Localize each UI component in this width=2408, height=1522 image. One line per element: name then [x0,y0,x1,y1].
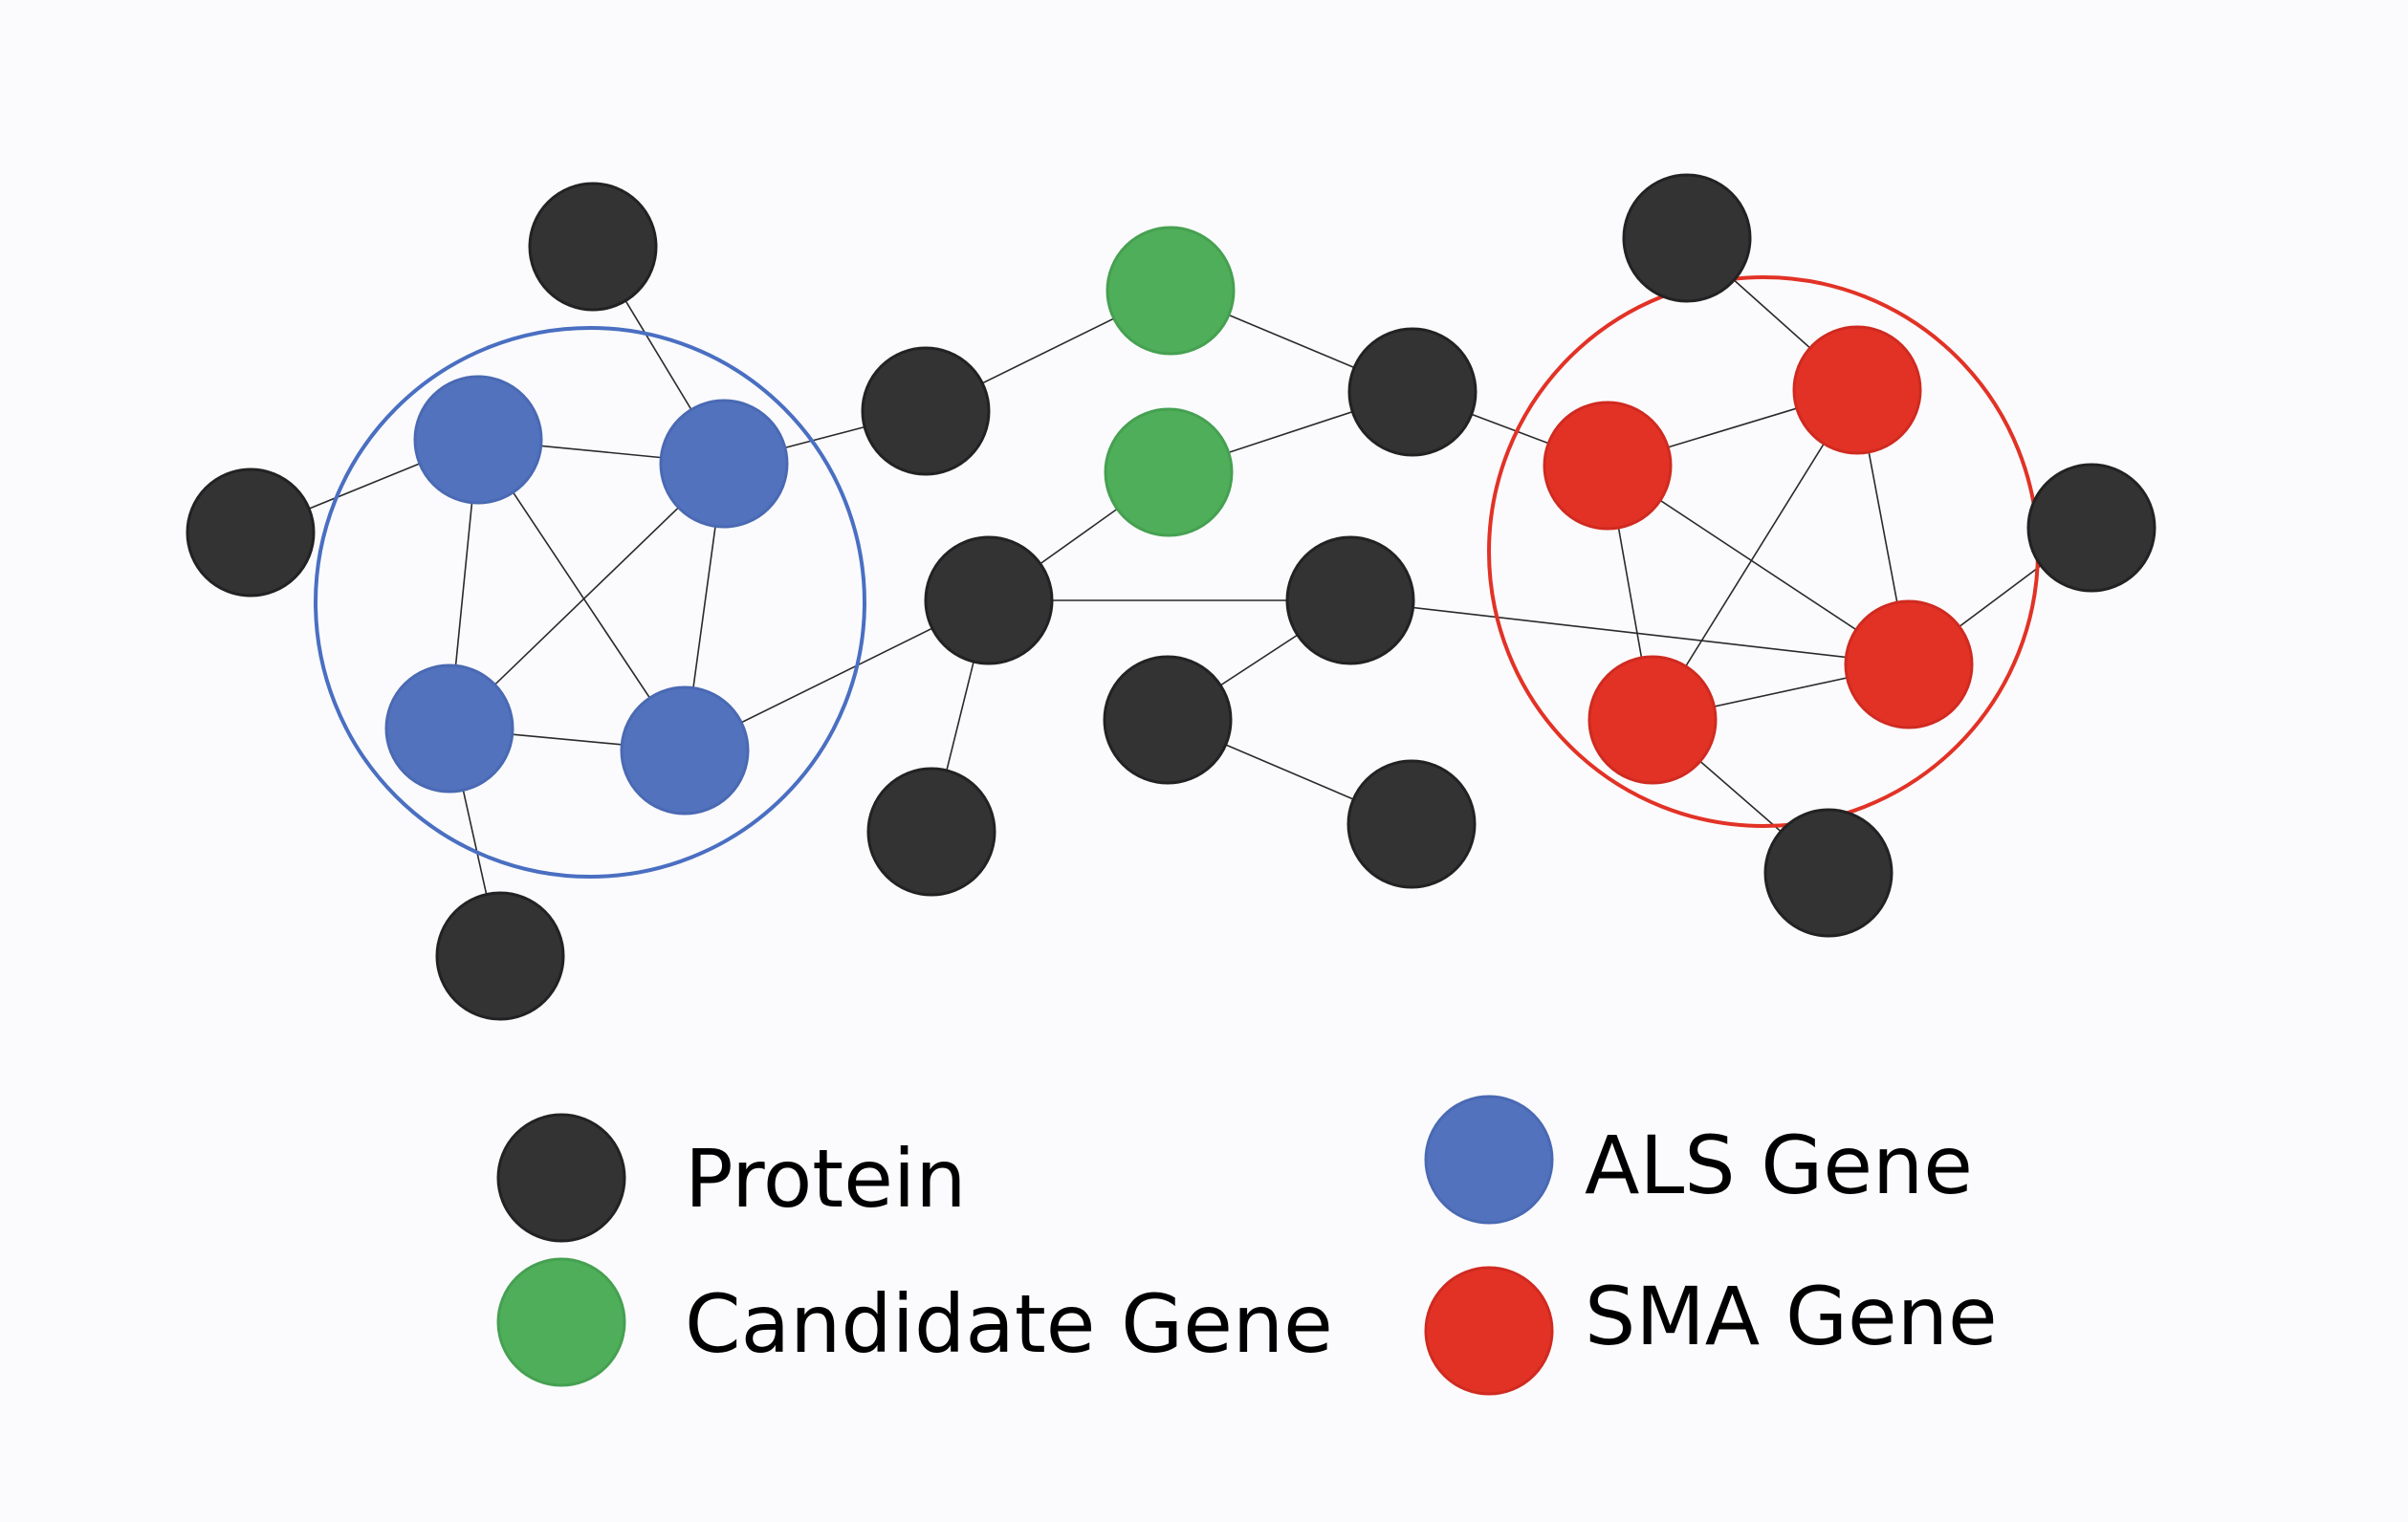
legend-label-sma: SMA Gene [1585,1270,1998,1363]
legend-swatch-candidate [496,1257,626,1387]
candidate-node-g1 [1105,226,1236,356]
edge-p9-s4 [1349,599,1910,665]
legend-swatch-protein [496,1113,626,1243]
protein-node-p6 [1347,327,1478,457]
protein-node-p5 [861,346,991,476]
nodes-layer [186,173,2156,1021]
legend: Protein Candidate Gene ALS Gene SMA Gene [496,1095,1998,1396]
protein-node-p10 [1103,655,1233,785]
als-node-a4 [620,685,750,815]
legend-label-als: ALS Gene [1585,1119,1973,1212]
protein-node-p4 [435,891,565,1021]
protein-node-p8 [866,767,996,897]
als-cluster-ring [314,326,866,879]
protein-node-p2 [528,182,658,312]
legend-item-candidate: Candidate Gene [496,1257,1333,1387]
protein-node-p13 [1763,808,1894,938]
legend-swatch-als [1424,1095,1554,1225]
protein-node-p12 [1622,173,1752,303]
candidate-node-g2 [1104,407,1234,537]
protein-node-p3 [2026,463,2156,593]
protein-node-p9 [1285,535,1415,665]
sma-cluster-ring [1487,275,2040,828]
clusters-layer [314,275,2040,879]
legend-item-protein: Protein [496,1113,966,1243]
protein-node-p1 [186,467,316,598]
legend-label-candidate: Candidate Gene [685,1277,1333,1371]
legend-label-protein: Protein [685,1132,966,1226]
sma-node-s3 [1587,655,1718,785]
legend-swatch-sma [1424,1266,1554,1396]
sma-node-s2 [1792,325,1922,455]
protein-node-p11 [1346,759,1477,889]
sma-node-s1 [1543,401,1673,531]
als-node-a2 [659,399,789,529]
sma-node-s4 [1844,599,1974,729]
legend-item-sma: SMA Gene [1424,1266,1998,1396]
edge-s2-s3 [1652,389,1858,721]
als-node-a1 [413,375,543,505]
protein-node-p7 [924,535,1054,665]
legend-item-als: ALS Gene [1424,1095,1973,1225]
als-node-a3 [384,663,514,794]
